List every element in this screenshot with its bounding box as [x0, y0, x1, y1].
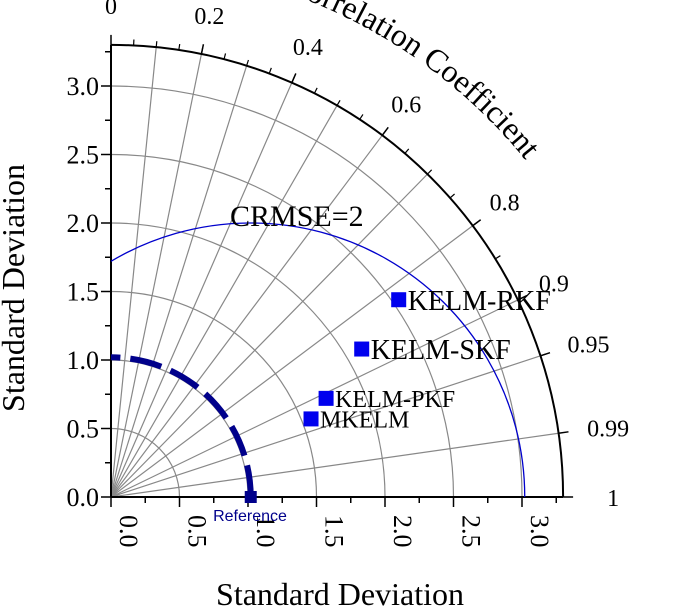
- correlation-tick-label: 0.9: [539, 271, 569, 297]
- correlation-minor-tick: [517, 296, 524, 301]
- correlation-tick-label: 0.6: [391, 92, 421, 118]
- crmse-contour-layer: [110, 222, 526, 498]
- x-tick-label: 2.5: [457, 515, 486, 548]
- grid-layer: [110, 47, 559, 498]
- correlation-grid-line: [110, 355, 541, 498]
- correlation-tick-label: 1: [607, 486, 619, 512]
- correlation-minor-tick: [223, 53, 227, 60]
- model-point: [303, 411, 319, 427]
- axes-layer: [101, 34, 574, 507]
- correlation-tick-label: 0.95: [567, 332, 609, 358]
- correlation-minor-tick: [246, 59, 250, 66]
- model-point-label: KELM-PKF: [335, 387, 455, 413]
- y-tick-label: 0.0: [67, 483, 100, 512]
- model-point: [354, 341, 370, 357]
- correlation-grid-line: [110, 173, 428, 498]
- std-grid-arc: [110, 85, 523, 498]
- correlation-grid-line: [110, 299, 519, 498]
- correlation-grid-line: [110, 53, 203, 498]
- x-tick-label: 0.0: [114, 515, 143, 548]
- crmse-label: CRMSE=2: [230, 200, 364, 233]
- y-tick-label: 0.5: [67, 415, 100, 444]
- y-axis-title: Standard Deviation: [0, 164, 31, 412]
- correlation-minor-tick: [427, 169, 433, 175]
- labels-layer: 0.0 0.0 0.5 0.5 1.0 1.0 1.5 1.5 2.0 2.0 2.5 2.5 3.0 3…: [67, 0, 630, 548]
- x-tick-label: 3.0: [525, 515, 554, 548]
- model-point: [391, 292, 407, 308]
- correlation-tick: [558, 431, 569, 434]
- y-tick-label: 3.0: [67, 72, 100, 101]
- correlation-minor-tick: [359, 114, 364, 120]
- correlation-tick-label: 0.8: [490, 191, 520, 217]
- correlation-minor-tick: [291, 76, 295, 83]
- correlation-minor-tick: [404, 148, 410, 154]
- correlation-grid-line: [110, 105, 338, 498]
- x-tick-label: 1.0: [251, 515, 280, 548]
- x-tick-label: 0.5: [183, 515, 212, 548]
- correlation-minor-tick: [313, 87, 318, 94]
- reference-label: Reference: [213, 508, 287, 525]
- y-tick-label: 1.5: [67, 278, 100, 307]
- reference-marker: [244, 491, 257, 503]
- correlation-tick-label: 0.2: [194, 4, 224, 30]
- correlation-grid-line: [110, 47, 157, 498]
- model-point-label: MKELM: [320, 408, 409, 434]
- correlation-axis-title: Correlation Coefficient: [283, 0, 548, 165]
- correlation-minor-tick: [155, 41, 158, 48]
- correlation-grid-line: [110, 225, 474, 498]
- model-point-label: KELM-RKF: [408, 286, 551, 317]
- correlation-minor-tick: [449, 193, 455, 199]
- correlation-axis-title-text: Correlation Coefficient: [283, 0, 548, 165]
- x-tick-label: 2.0: [388, 515, 417, 548]
- std-grid-arc: [110, 222, 386, 498]
- reference-std-arc: [110, 354, 254, 498]
- correlation-tick-label: 0.99: [587, 417, 629, 443]
- std-grid-arc: [110, 290, 318, 498]
- correlation-minor-tick: [472, 221, 478, 227]
- crmse-contour: [110, 222, 526, 498]
- x-axis-title: Standard Deviation: [216, 576, 464, 612]
- correlation-tick-label: 0: [105, 0, 117, 20]
- correlation-minor-tick: [494, 255, 501, 260]
- y-tick-label: 1.0: [67, 346, 100, 375]
- correlation-tick-label: 0.4: [293, 35, 323, 61]
- correlation-minor-tick: [381, 130, 387, 136]
- points-layer: [303, 292, 407, 427]
- model-point-label: KELM-SKF: [371, 335, 511, 366]
- correlation-grid-line: [110, 134, 383, 498]
- outer-arc: [110, 43, 565, 498]
- correlation-minor-tick: [178, 43, 181, 51]
- y-tick-label: 2.0: [67, 209, 100, 238]
- x-tick-label: 1.5: [320, 515, 349, 548]
- correlation-minor-tick: [336, 99, 341, 106]
- correlation-grid-line: [110, 65, 248, 498]
- std-grid-arc: [110, 153, 455, 498]
- correlation-grid-line: [110, 432, 559, 498]
- correlation-grid-line: [110, 82, 293, 498]
- correlation-minor-tick: [268, 67, 272, 74]
- correlation-minor-tick: [540, 353, 547, 357]
- y-tick-label: 2.5: [67, 141, 100, 170]
- correlation-minor-tick: [200, 48, 204, 55]
- model-point: [318, 390, 334, 406]
- reference-layer: [110, 354, 257, 503]
